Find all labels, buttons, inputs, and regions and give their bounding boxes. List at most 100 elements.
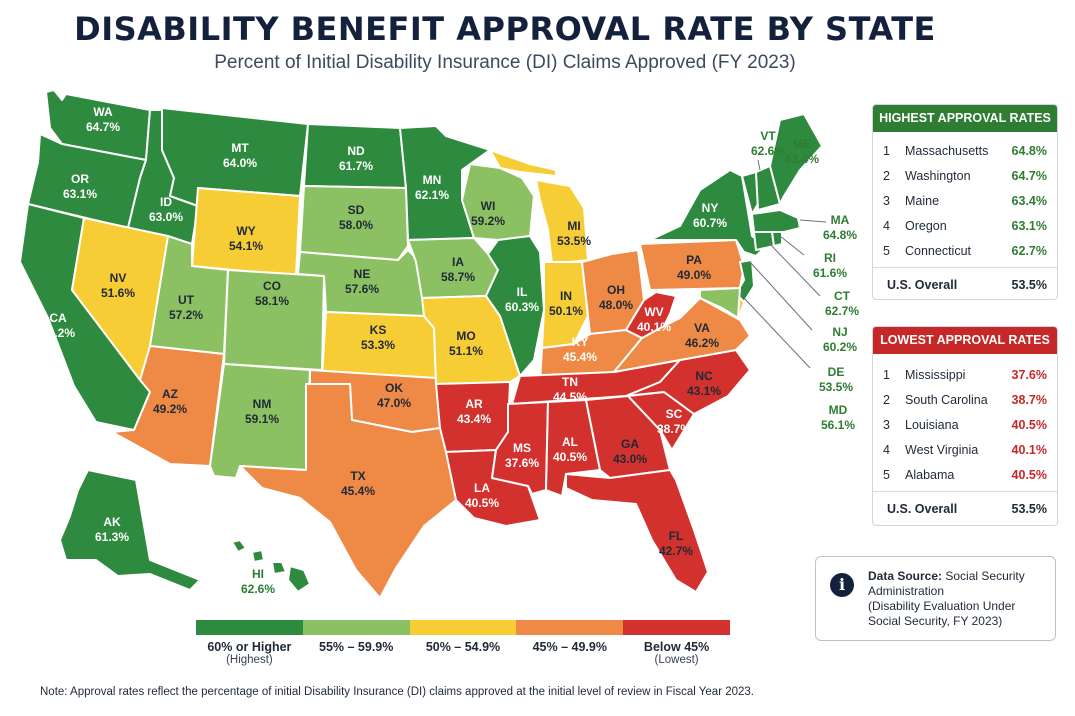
rank: 4 [883, 442, 890, 457]
state-code: MO [456, 329, 475, 343]
state-rate: 58.7% [441, 270, 475, 284]
state-code: NM [253, 397, 272, 411]
label-ut: UT 57.2% [169, 293, 203, 322]
table-row: 3 Louisiana 40.5% [873, 412, 1057, 437]
state-code: NE [354, 267, 371, 281]
state-code: OH [607, 283, 625, 297]
label-ky: KY 45.4% [563, 335, 597, 364]
state-rate: 57.6% [345, 282, 379, 296]
highest-panel-header: HIGHEST APPROVAL RATES [873, 105, 1057, 132]
state-name: South Carolina [905, 392, 988, 407]
state-name: Connecticut [905, 243, 972, 258]
page-subtitle: Percent of Initial Disability Insurance … [214, 52, 796, 73]
state-rate: 63.0% [149, 210, 183, 224]
state-name: Massachusetts [905, 143, 989, 158]
state-rate: 43.1% [687, 384, 721, 398]
state-code: IA [452, 255, 464, 269]
data-source-org: Social Security Administration [868, 569, 1025, 598]
state-code: AZ [162, 387, 178, 401]
label-wy: WY 54.1% [229, 224, 263, 253]
rate-value: 37.6% [1011, 367, 1047, 382]
state-rate: 48.0% [599, 298, 633, 312]
state-rate: 62.6% [751, 144, 785, 158]
us-choropleth-map: WA 64.7%OR 63.1%CA 62.2%ID 63.0%NV 51.6%MT 64.… [19, 89, 859, 599]
legend-item: 45% – 49.9% [516, 640, 623, 666]
label-hi: HI 62.6% [241, 567, 275, 596]
state-code: WV [644, 305, 663, 319]
state-code: UT [178, 293, 195, 307]
label-nv: NV 51.6% [101, 271, 135, 300]
state-rate: 50.1% [549, 304, 583, 318]
legend-sublabel: (Highest) [226, 654, 273, 666]
state-rate: 61.3% [95, 530, 129, 544]
state-sd [299, 185, 409, 261]
callout-nj: NJ 60.2% [823, 325, 857, 354]
rank: 2 [883, 392, 890, 407]
state-code: WA [93, 105, 113, 119]
state-rate: 40.5% [465, 496, 499, 510]
state-code: IL [517, 285, 528, 299]
state-code: NC [695, 369, 713, 383]
rate-value: 63.1% [1011, 218, 1047, 233]
state-tx [239, 383, 457, 599]
label-nm: NM 59.1% [245, 397, 279, 426]
callout-ri: RI 61.6% [813, 251, 847, 280]
rank: 5 [883, 467, 890, 482]
state-rate: 61.6% [813, 266, 847, 280]
state-rate: 53.3% [361, 338, 395, 352]
state-code: NJ [832, 325, 847, 339]
label-mt: MT 64.0% [223, 141, 257, 170]
label-ar: AR 43.4% [457, 397, 491, 426]
table-row: 1 Massachusetts 64.8% [873, 138, 1057, 163]
state-rate: 58.1% [255, 294, 289, 308]
label-or: OR 63.1% [63, 172, 97, 201]
legend-swatch [302, 620, 410, 635]
state-va [613, 297, 751, 373]
state-name: Maine [905, 193, 940, 208]
state-code: AR [465, 397, 483, 411]
legend-swatch [623, 620, 730, 635]
legend-label: 50% – 54.9% [425, 640, 501, 654]
state-code: KY [572, 335, 589, 349]
state-rate: 64.0% [223, 156, 257, 170]
label-va: VA 46.2% [685, 321, 719, 350]
state-rate: 63.4% [785, 152, 819, 166]
state-name: West Virginia [905, 442, 979, 457]
us-overall-row: U.S. Overall 53.5% [873, 491, 1057, 525]
state-rate: 38.7% [657, 422, 691, 436]
state-rate: 62.2% [41, 326, 75, 340]
info-icon: i [830, 573, 854, 597]
table-row: 2 South Carolina 38.7% [873, 387, 1057, 412]
state-code: ND [347, 144, 365, 158]
state-rate: 43.0% [613, 452, 647, 466]
label-ne: NE 57.6% [345, 267, 379, 296]
state-rate: 45.4% [563, 350, 597, 364]
callout-de: DE 53.5% [819, 365, 853, 394]
state-rate: 40.5% [553, 450, 587, 464]
label-ok: OK 47.0% [377, 381, 411, 410]
state-name: Oregon [905, 218, 947, 233]
us-overall-label: U.S. Overall [887, 277, 958, 292]
data-source-detail: (Disability Evaluation Under Social Secu… [868, 599, 1016, 628]
state-rate: 62.1% [415, 188, 449, 202]
label-sc: SC 38.7% [657, 407, 691, 436]
state-rate: 60.3% [505, 300, 539, 314]
state-code: SC [666, 407, 683, 421]
label-wi: WI 59.2% [471, 199, 505, 228]
table-row: 3 Maine 63.4% [873, 188, 1057, 213]
state-ma [751, 209, 801, 233]
legend-item: Below 45% (Lowest) [623, 640, 730, 666]
state-hi [231, 539, 311, 593]
state-code: MD [829, 403, 848, 417]
label-wv: WV 40.1% [637, 305, 671, 334]
callout-me: ME 63.4% [785, 137, 819, 166]
state-wi [461, 163, 535, 241]
state-rate: 42.7% [659, 544, 693, 558]
label-co: CO 58.1% [255, 279, 289, 308]
label-ga: GA 43.0% [613, 437, 647, 466]
rate-value: 64.7% [1011, 168, 1047, 183]
state-code: TN [562, 375, 578, 389]
state-rate: 37.6% [505, 456, 539, 470]
callout-md: MD 56.1% [821, 403, 855, 432]
legend-item: 50% – 54.9% [410, 640, 517, 666]
